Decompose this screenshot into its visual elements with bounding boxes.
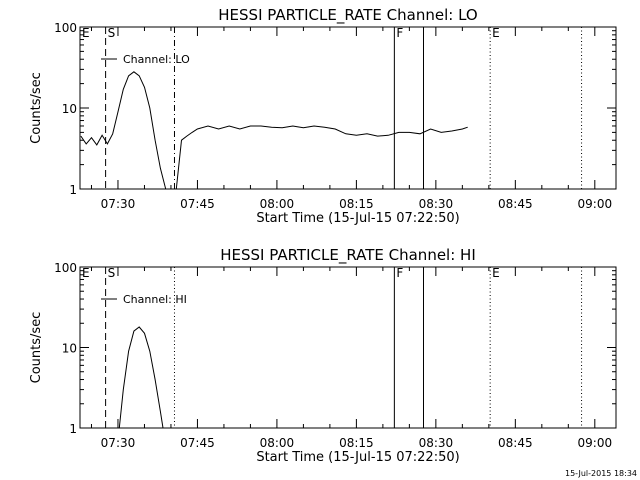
event-marker-label: E <box>492 266 500 280</box>
legend-label: Channel: HI <box>123 293 187 306</box>
event-marker-label: E <box>492 26 500 40</box>
y-tick-label: 100 <box>54 261 77 275</box>
x-tick-label: 07:30 <box>101 197 136 211</box>
data-series-line <box>118 326 164 429</box>
x-tick-label: 07:30 <box>101 436 136 450</box>
x-tick-label: 08:15 <box>339 436 374 450</box>
x-tick-label: 08:15 <box>339 197 374 211</box>
legend-label: Channel: LO <box>123 53 190 66</box>
x-tick-label: 08:00 <box>260 197 295 211</box>
chart-title: HESSI PARTICLE_RATE Channel: LO <box>218 6 477 25</box>
plot-frame <box>79 26 617 190</box>
x-tick-label: 08:30 <box>419 197 454 211</box>
footer-timestamp: 15-Jul-2015 18:34 <box>565 469 637 478</box>
x-tick-label: 09:00 <box>578 197 613 211</box>
plot-frame <box>79 266 617 429</box>
chart-lo: HESSI PARTICLE_RATE Channel: LO 1 10 100 07:… <box>29 6 617 226</box>
event-marker-label: E <box>82 266 90 280</box>
y-axis-label: Counts/sec <box>29 72 44 144</box>
data-series-line <box>80 71 468 190</box>
event-marker-label: F <box>396 266 403 280</box>
event-marker-label: F <box>396 26 403 40</box>
chart-title: HESSI PARTICLE_RATE Channel: HI <box>220 246 476 265</box>
x-tick-label: 08:45 <box>498 436 533 450</box>
event-marker-label: E <box>82 26 90 40</box>
event-marker-label: S <box>108 26 116 40</box>
x-tick-label: 08:00 <box>260 436 295 450</box>
x-tick-label: 08:45 <box>498 197 533 211</box>
x-tick-label: 08:30 <box>419 436 454 450</box>
y-tick-label: 10 <box>62 102 77 116</box>
y-tick-label: 10 <box>62 342 77 356</box>
x-tick-label: 07:45 <box>180 197 215 211</box>
x-tick-label: 09:00 <box>578 436 613 450</box>
y-axis-label: Counts/sec <box>29 312 44 384</box>
x-axis-label: Start Time (15-Jul-15 07:22:50) <box>256 211 459 226</box>
x-tick-label: 07:45 <box>180 436 215 450</box>
chart-hi: HESSI PARTICLE_RATE Channel: HI 1 10 100 07:… <box>29 246 617 465</box>
event-marker-label: S <box>108 266 116 280</box>
x-axis-label: Start Time (15-Jul-15 07:22:50) <box>256 450 459 465</box>
y-tick-label: 1 <box>69 422 77 436</box>
y-tick-label: 1 <box>69 183 77 197</box>
y-tick-label: 100 <box>54 21 77 35</box>
